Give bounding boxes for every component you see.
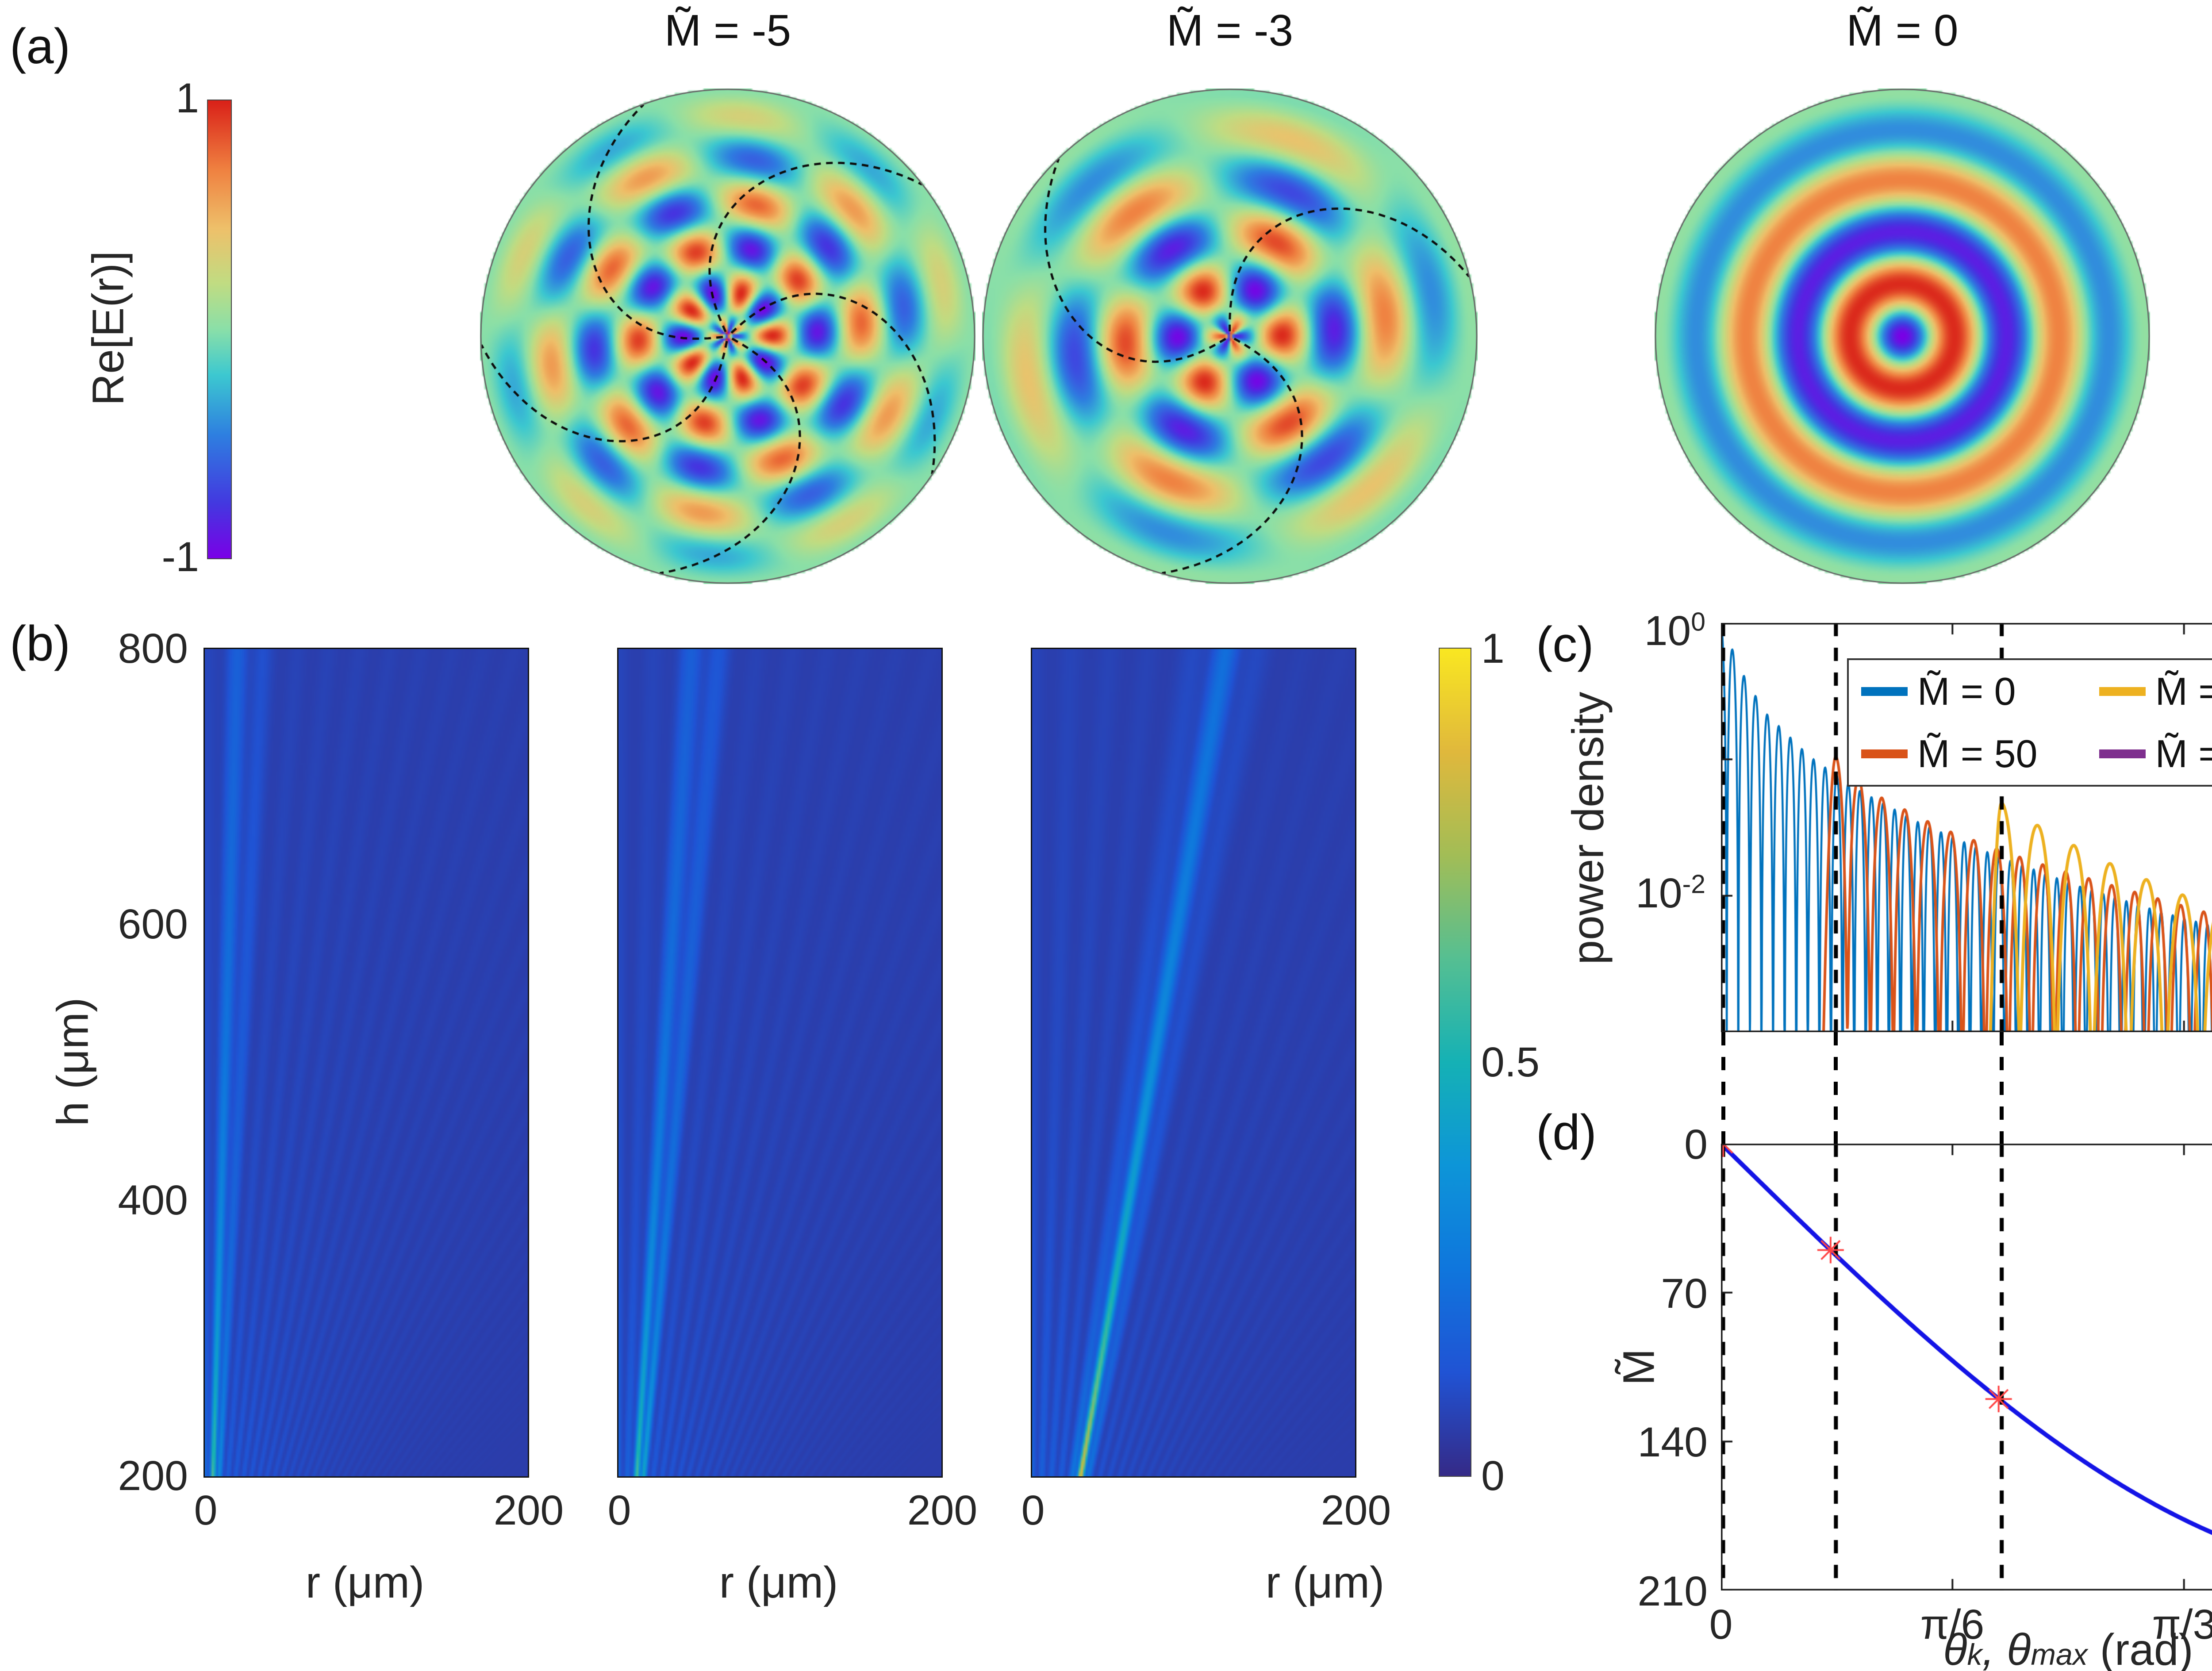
d-xlabel-theta-max: , θ [1982, 1625, 2031, 1671]
d-xlabel-unit: (rad) [2087, 1625, 2193, 1671]
b-xtick-200-map1: 200 [493, 1487, 564, 1534]
panel-d-label: (d) [1536, 1105, 1597, 1160]
cbar-b-tick-05: 0.5 [1481, 1039, 1540, 1086]
b-ytick-400: 400 [118, 1177, 188, 1224]
b-ytick-600: 600 [118, 901, 188, 948]
d-xtick-pi3: π/3 [2152, 1601, 2212, 1648]
d-xtick-0: 0 [1709, 1601, 1733, 1648]
legend-line-m0 [1861, 687, 1908, 696]
d-ytick-140: 140 [1637, 1419, 1708, 1466]
b-xtick-0-map2: 0 [607, 1487, 631, 1534]
colorbar-a-tick-max: 1 [176, 75, 199, 122]
gap-dash-1 [1721, 1032, 1725, 1144]
legend-label-m120: M̃ = 120 [2155, 669, 2212, 713]
c-ytick-1e0: 100 [1593, 607, 1705, 655]
b-xtick-200-map3: 200 [1321, 1487, 1391, 1534]
m-vs-theta-plot [1721, 1144, 2212, 1590]
b-heatmap-1 [204, 648, 529, 1478]
legend-item-m0: M̃ = 0 [1861, 669, 2099, 714]
b-xlabel-map3: r (μm) [1265, 1558, 1385, 1607]
d-ytick-0: 0 [1684, 1121, 1708, 1168]
mode-title-m-0: M̃ = 0 [1846, 6, 1959, 55]
panel-d-xlabel: θk, θmax (rad) [1847, 1625, 2212, 1671]
b-xlabel-map1: r (μm) [305, 1558, 425, 1607]
colorbar-a-tick-min: -1 [161, 534, 199, 580]
gap-dash-2 [1834, 1032, 1838, 1144]
mode-title-m-neg3: M̃ = -3 [1166, 6, 1294, 55]
cbar-b-tick-1: 1 [1481, 625, 1505, 672]
legend-item-m50: M̃ = 50 [1861, 731, 2099, 776]
legend-label-m200: M̃ = 200 [2155, 731, 2212, 776]
b-heatmap-2 [617, 648, 943, 1478]
b-ytick-800: 800 [118, 625, 188, 672]
b-heatmap-3 [1031, 648, 1356, 1478]
d-ytick-210: 210 [1637, 1568, 1708, 1615]
b-xlabel-map2: r (μm) [719, 1558, 838, 1607]
panel-c-ylabel: power density [1563, 691, 1613, 965]
mode-field-m-neg3 [982, 88, 1478, 584]
b-ytick-200: 200 [118, 1452, 188, 1499]
colorbar-a-axis-label: Re[E(r)] [83, 251, 133, 406]
panel-c-label: (c) [1536, 617, 1594, 672]
mode-field-m-0 [1655, 88, 2150, 584]
d-xlabel-theta-k: θ [1943, 1625, 1967, 1671]
c-ytick-1e0-base: 10 [1644, 607, 1691, 654]
d-xlabel-sub-k: k [1967, 1638, 1982, 1671]
b-xtick-0-map1: 0 [194, 1487, 218, 1534]
c-ytick-1e0-exp: 0 [1691, 607, 1705, 637]
panel-d-ylabel: M̃ [1614, 1348, 1664, 1386]
legend-item-m200: M̃ = 200 [2099, 731, 2212, 776]
b-xtick-0-map3: 0 [1021, 1487, 1045, 1534]
b-xtick-200-map2: 200 [907, 1487, 978, 1534]
cbar-b-tick-0: 0 [1481, 1452, 1505, 1499]
c-ytick-1e-2-exp: -2 [1682, 870, 1705, 899]
d-xlabel-sub-max: max [2031, 1638, 2088, 1671]
legend-line-m120 [2099, 687, 2146, 696]
legend-line-m200 [2099, 749, 2146, 758]
panel-c-legend: M̃ = 0 M̃ = 50 M̃ = 120 M̃ = 200 [1847, 658, 2212, 787]
gap-dash-3 [2000, 1032, 2004, 1144]
legend-label-m0: M̃ = 0 [1917, 669, 2016, 713]
mode-title-m-neg5: M̃ = -5 [664, 6, 791, 55]
panel-a-colorbar [207, 100, 232, 559]
c-ytick-1e-2-base: 10 [1635, 870, 1682, 917]
legend-line-m50 [1861, 749, 1908, 758]
panel-b-ylabel: h (μm) [48, 997, 98, 1126]
mode-field-m-neg5 [480, 88, 975, 584]
legend-item-m120: M̃ = 120 [2099, 669, 2212, 714]
d-ytick-70: 70 [1661, 1270, 1708, 1317]
panel-b-label: (b) [10, 616, 70, 671]
panel-b-colorbar [1439, 648, 1471, 1477]
panel-a-label: (a) [10, 19, 70, 74]
d-xtick-pi6: π/6 [1920, 1601, 1985, 1648]
legend-label-m50: M̃ = 50 [1917, 731, 2038, 776]
c-ytick-1e-2: 10-2 [1575, 869, 1705, 918]
